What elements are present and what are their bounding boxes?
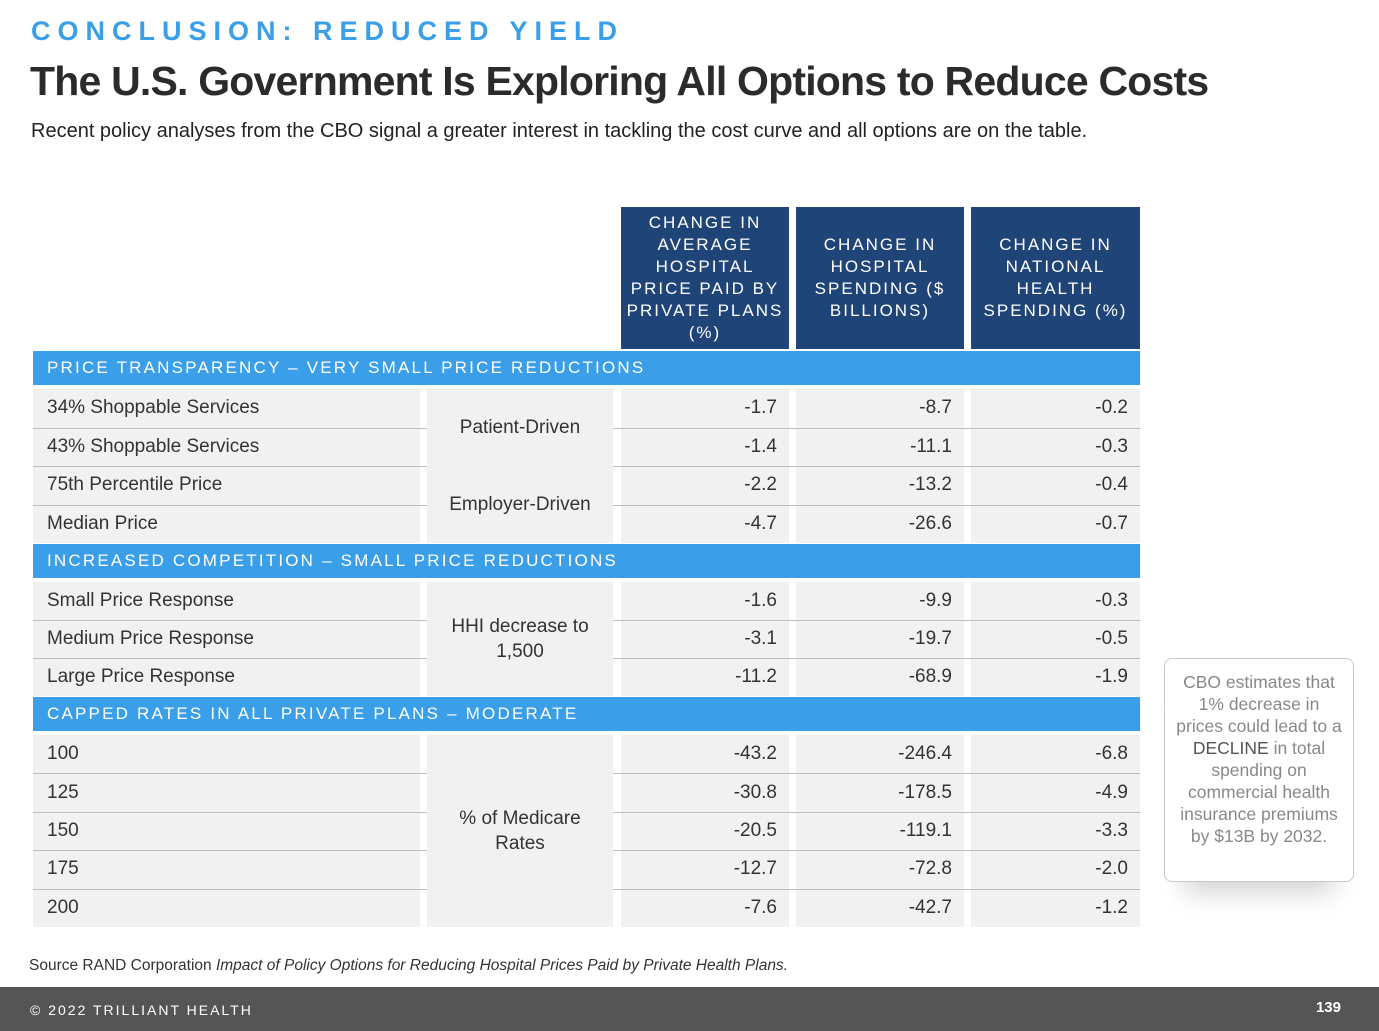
row-divider <box>613 850 1140 852</box>
row-divider <box>613 811 1140 813</box>
value-cell: -0.7 <box>971 504 1140 543</box>
group-label: % of Medicare Rates <box>427 735 613 927</box>
row-label: 43% Shoppable Services <box>33 427 420 466</box>
section-header: CAPPED RATES IN ALL PRIVATE PLANS – MODE… <box>33 697 1140 731</box>
row-label: 75th Percentile Price <box>33 466 420 505</box>
page-subtitle: Recent policy analyses from the CBO sign… <box>31 120 1088 142</box>
row-divider <box>33 620 427 621</box>
value-cell: -26.6 <box>796 504 964 543</box>
value-cell: -9.9 <box>796 582 964 620</box>
value-cell: -1.4 <box>621 427 789 466</box>
value-cell: -1.6 <box>621 582 789 620</box>
row-label: Large Price Response <box>33 658 420 696</box>
row-label: Small Price Response <box>33 582 420 620</box>
value-cell: -1.2 <box>971 888 1140 927</box>
column-header-price: CHANGE IN AVERAGE HOSPITAL PRICE PAID BY… <box>621 207 789 349</box>
value-cell: -0.2 <box>971 389 1140 428</box>
row-label: 125 <box>33 773 420 812</box>
row-divider <box>33 850 427 852</box>
value-cell: -43.2 <box>621 735 789 774</box>
group-label: Patient-Driven <box>427 389 613 466</box>
value-cell: -30.8 <box>621 773 789 812</box>
row-divider <box>33 658 427 659</box>
value-cell: -2.2 <box>621 466 789 505</box>
value-cell: -119.1 <box>796 811 964 851</box>
value-cell: -8.7 <box>796 389 964 428</box>
row-divider <box>613 427 1140 429</box>
callout-note: CBO estimates that 1% decrease in prices… <box>1164 658 1354 882</box>
value-cell: -72.8 <box>796 850 964 889</box>
note-emphasis: DECLINE <box>1192 738 1269 758</box>
row-label: 150 <box>33 811 420 851</box>
note-text-end: in total spending on commercial health i… <box>1180 738 1338 846</box>
value-cell: -11.2 <box>621 658 789 696</box>
source-citation: Source RAND Corporation Impact of Policy… <box>29 957 788 975</box>
value-cell: -0.4 <box>971 466 1140 505</box>
row-label: 34% Shoppable Services <box>33 389 420 428</box>
row-divider <box>33 888 427 890</box>
source-title: Impact of Policy Options for Reducing Ho… <box>215 957 788 974</box>
row-divider <box>33 773 427 775</box>
row-divider <box>33 811 427 813</box>
value-cell: -3.1 <box>621 620 789 658</box>
column-header-hospital-spending: CHANGE IN HOSPITAL SPENDING ($ BILLIONS) <box>796 207 964 349</box>
group-label: HHI decrease to 1,500 <box>427 582 613 696</box>
row-divider <box>33 466 613 467</box>
value-cell: -6.8 <box>971 735 1140 774</box>
value-cell: -0.3 <box>971 582 1140 620</box>
value-cell: -2.0 <box>971 850 1140 889</box>
group-label: Employer-Driven <box>427 466 613 543</box>
row-label: 200 <box>33 888 420 927</box>
source-prefix: Source RAND Corporation <box>29 957 216 974</box>
row-label: 100 <box>33 735 420 774</box>
page-title: The U.S. Government Is Exploring All Opt… <box>30 58 1209 104</box>
row-divider <box>33 427 427 429</box>
value-cell: -1.9 <box>971 658 1140 696</box>
row-divider <box>613 504 1140 506</box>
row-divider <box>613 773 1140 775</box>
section-kicker: CONCLUSION: REDUCED YIELD <box>31 16 625 46</box>
value-cell: -4.7 <box>621 504 789 543</box>
value-cell: -42.7 <box>796 888 964 927</box>
row-label: Medium Price Response <box>33 620 420 658</box>
value-cell: -4.9 <box>971 773 1140 812</box>
footer: © 2022 TRILLIANT HEALTH 139 <box>0 987 1379 1031</box>
value-cell: -178.5 <box>796 773 964 812</box>
row-divider <box>33 504 427 506</box>
value-cell: -7.6 <box>621 888 789 927</box>
value-cell: -11.1 <box>796 427 964 466</box>
copyright: © 2022 TRILLIANT HEALTH <box>30 1002 253 1018</box>
section-header: PRICE TRANSPARENCY – VERY SMALL PRICE RE… <box>33 351 1140 385</box>
value-cell: -13.2 <box>796 466 964 505</box>
row-divider <box>613 888 1140 890</box>
section-header: INCREASED COMPETITION – SMALL PRICE REDU… <box>33 544 1140 578</box>
column-header-national-spending: CHANGE IN NATIONAL HEALTH SPENDING (%) <box>971 207 1140 349</box>
row-label: Median Price <box>33 504 420 543</box>
value-cell: -0.5 <box>971 620 1140 658</box>
page-number: 139 <box>1315 999 1341 1016</box>
value-cell: -68.9 <box>796 658 964 696</box>
value-cell: -3.3 <box>971 811 1140 851</box>
value-cell: -12.7 <box>621 850 789 889</box>
value-cell: -19.7 <box>796 620 964 658</box>
value-cell: -246.4 <box>796 735 964 774</box>
value-cell: -1.7 <box>621 389 789 428</box>
row-divider <box>613 658 1140 659</box>
row-divider <box>613 620 1140 621</box>
row-divider <box>613 466 1140 467</box>
note-text: CBO estimates that 1% decrease in prices… <box>1176 672 1342 736</box>
value-cell: -20.5 <box>621 811 789 851</box>
row-label: 175 <box>33 850 420 889</box>
value-cell: -0.3 <box>971 427 1140 466</box>
